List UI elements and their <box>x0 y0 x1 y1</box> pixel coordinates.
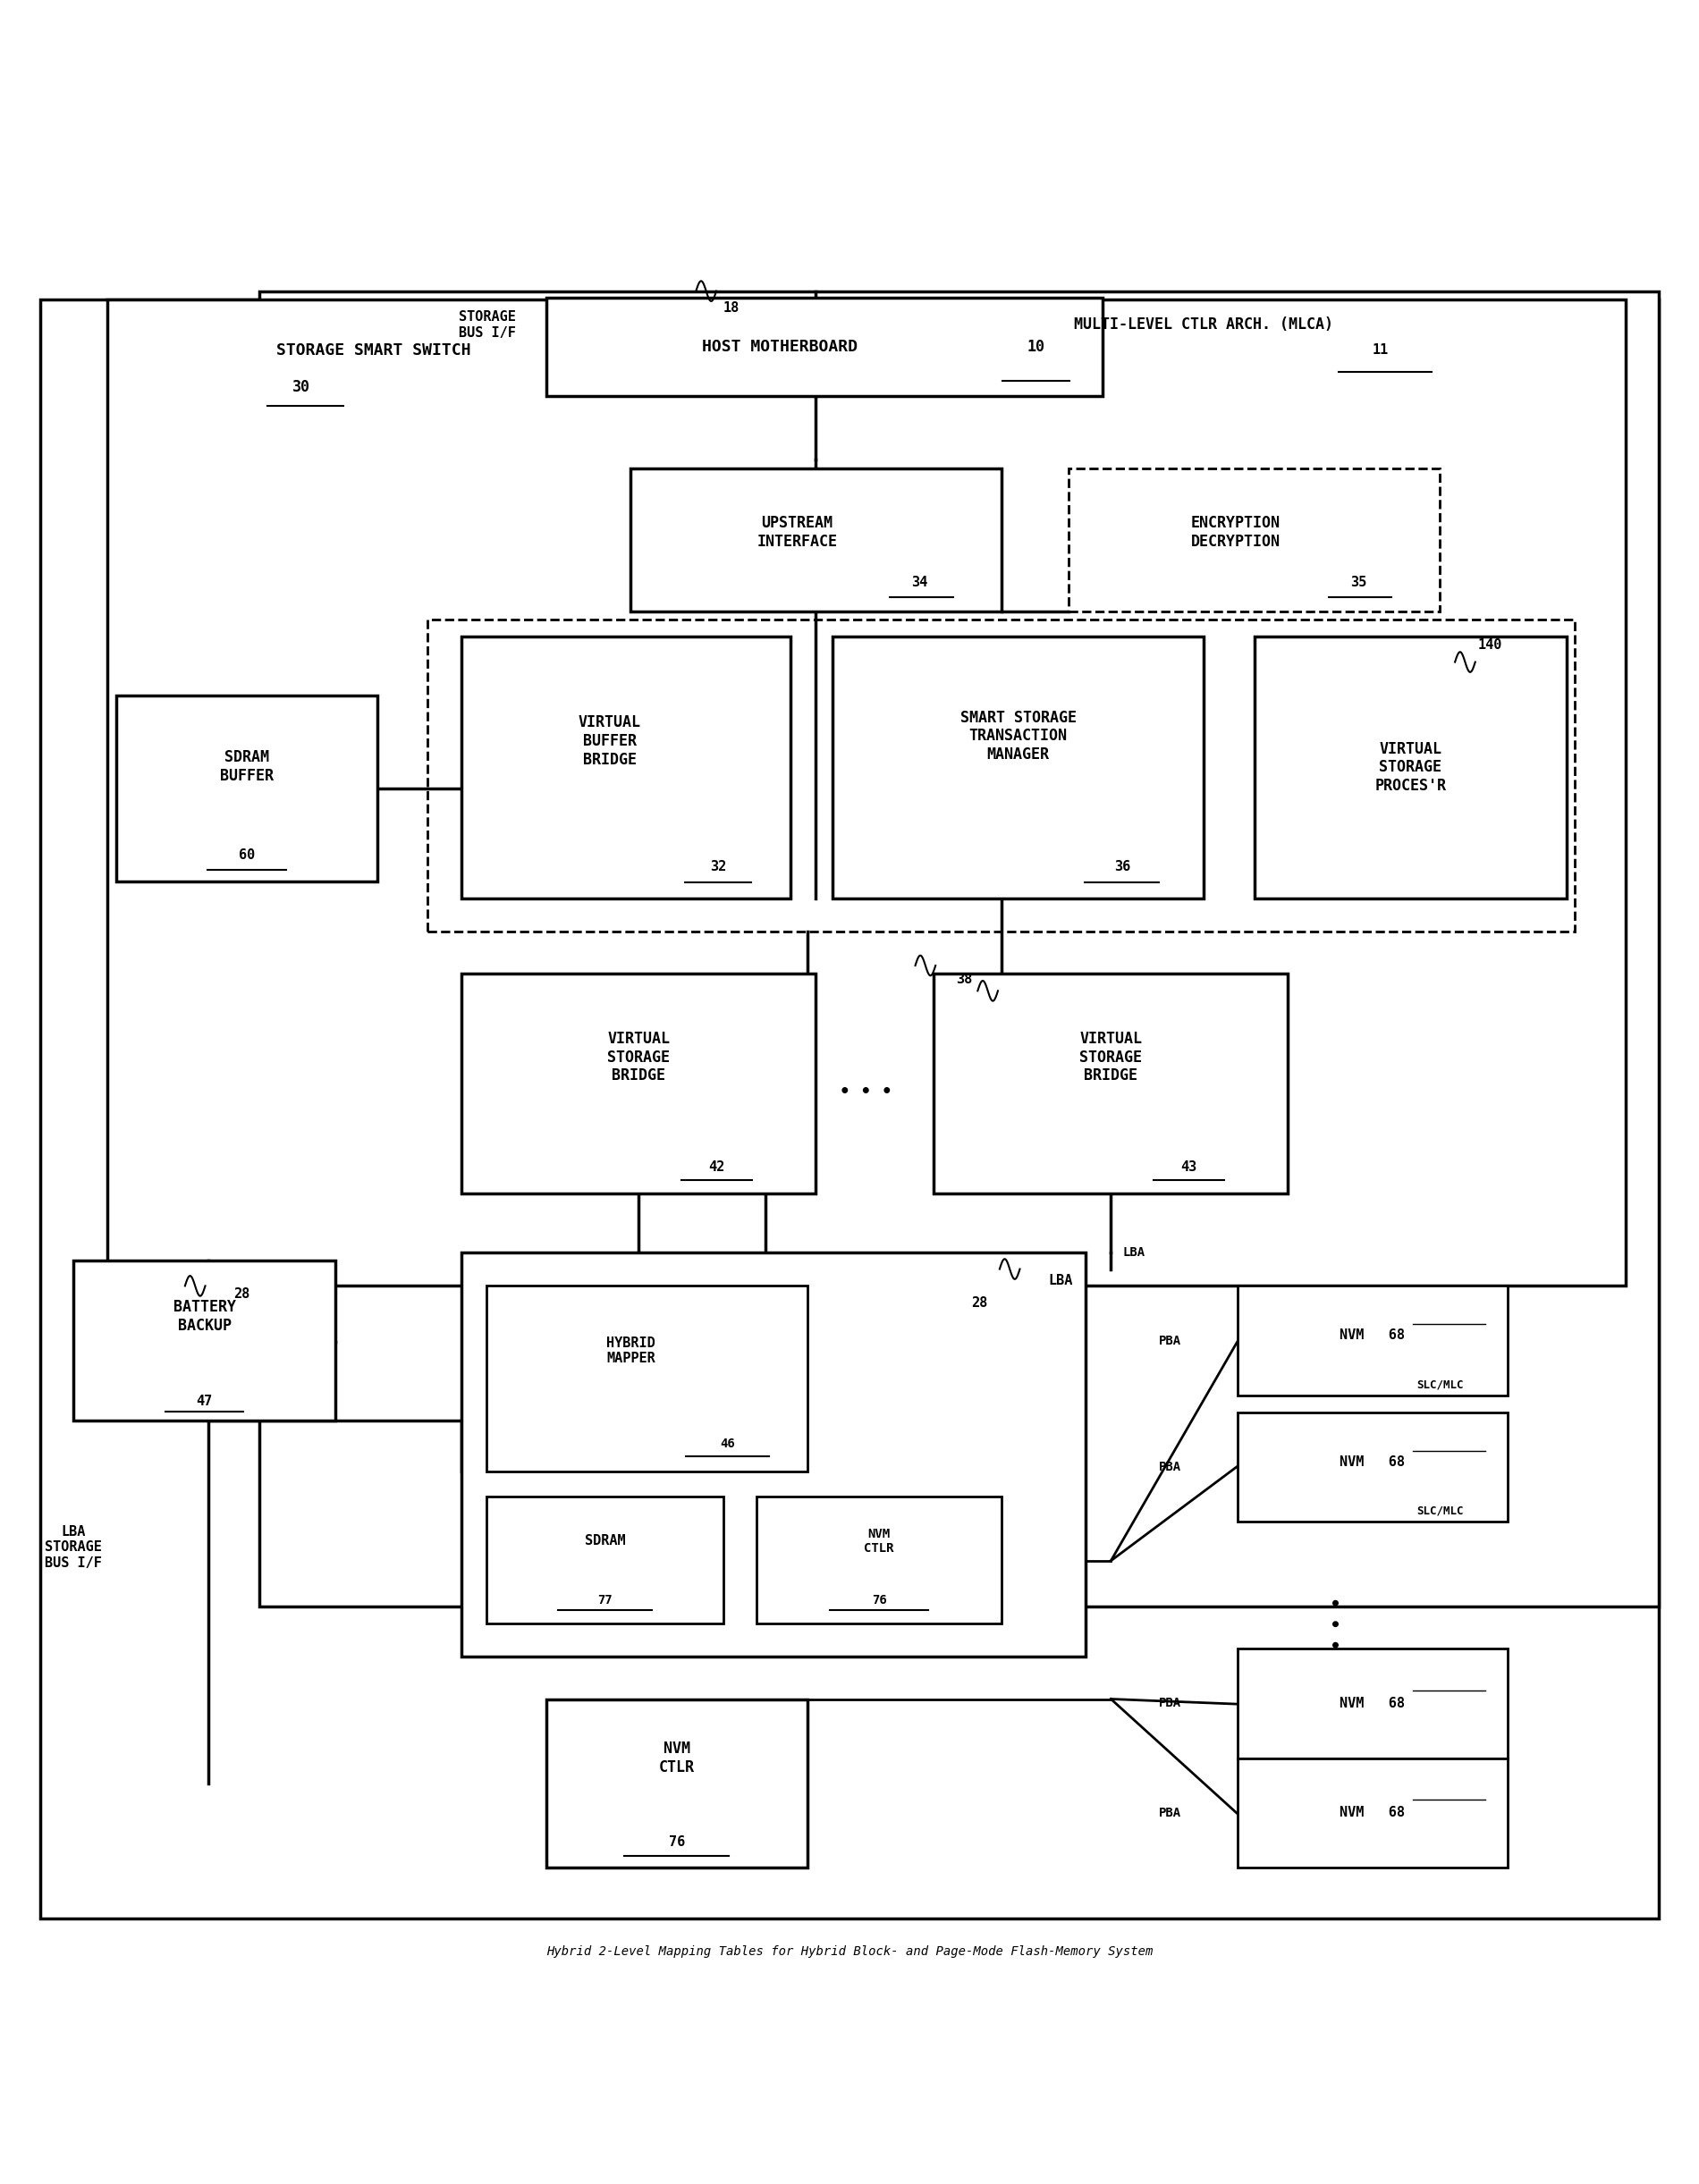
Text: 28: 28 <box>234 1289 250 1302</box>
FancyBboxPatch shape <box>462 1251 1086 1658</box>
Text: SDRAM: SDRAM <box>584 1533 625 1548</box>
Text: UPSTREAM
INTERFACE: UPSTREAM INTERFACE <box>758 515 838 550</box>
Text: MULTI-LEVEL CTLR ARCH. (MLCA): MULTI-LEVEL CTLR ARCH. (MLCA) <box>1074 317 1334 332</box>
Text: 47: 47 <box>195 1396 212 1409</box>
Text: SDRAM
BUFFER: SDRAM BUFFER <box>219 749 274 784</box>
Text: NVM
CTLR: NVM CTLR <box>659 1741 695 1776</box>
FancyBboxPatch shape <box>1237 1758 1507 1867</box>
FancyBboxPatch shape <box>116 697 377 880</box>
FancyBboxPatch shape <box>545 297 1103 395</box>
Text: NVM   68: NVM 68 <box>1341 1806 1405 1819</box>
Text: 76: 76 <box>668 1835 685 1850</box>
FancyBboxPatch shape <box>630 467 1001 612</box>
FancyBboxPatch shape <box>545 1699 807 1867</box>
FancyBboxPatch shape <box>756 1496 1001 1623</box>
Text: 60: 60 <box>238 850 255 863</box>
FancyBboxPatch shape <box>488 1286 807 1472</box>
FancyBboxPatch shape <box>1237 1413 1507 1522</box>
Text: 35: 35 <box>1351 577 1366 590</box>
FancyBboxPatch shape <box>41 299 1658 1918</box>
Text: VIRTUAL
STORAGE
BRIDGE: VIRTUAL STORAGE BRIDGE <box>607 1031 669 1083</box>
FancyBboxPatch shape <box>462 638 790 898</box>
Text: HOST MOTHERBOARD: HOST MOTHERBOARD <box>702 339 858 354</box>
Text: 30: 30 <box>292 380 311 395</box>
Text: VIRTUAL
STORAGE
BRIDGE: VIRTUAL STORAGE BRIDGE <box>1079 1031 1142 1083</box>
Text: STORAGE
BUS I/F: STORAGE BUS I/F <box>459 310 515 339</box>
Text: SLC/MLC: SLC/MLC <box>1417 1378 1463 1391</box>
FancyBboxPatch shape <box>73 1260 335 1422</box>
FancyBboxPatch shape <box>1237 1649 1507 1758</box>
Text: PBA: PBA <box>1159 1806 1181 1819</box>
Text: LBA: LBA <box>1123 1245 1145 1258</box>
FancyBboxPatch shape <box>1237 1286 1507 1396</box>
Text: 10: 10 <box>1026 339 1045 354</box>
Text: PBA: PBA <box>1159 1334 1181 1348</box>
Text: 46: 46 <box>720 1437 734 1450</box>
Text: NVM   68: NVM 68 <box>1341 1328 1405 1341</box>
Text: PBA: PBA <box>1159 1461 1181 1474</box>
FancyBboxPatch shape <box>107 299 1626 1286</box>
FancyBboxPatch shape <box>1254 638 1566 898</box>
Text: STORAGE SMART SWITCH: STORAGE SMART SWITCH <box>275 343 471 358</box>
Text: SMART STORAGE
TRANSACTION
MANAGER: SMART STORAGE TRANSACTION MANAGER <box>960 710 1075 762</box>
Text: Hybrid 2-Level Mapping Tables for Hybrid Block- and Page-Mode Flash-Memory Syste: Hybrid 2-Level Mapping Tables for Hybrid… <box>545 1946 1154 1959</box>
FancyBboxPatch shape <box>260 290 1658 1605</box>
Text: 18: 18 <box>724 301 739 314</box>
Text: 77: 77 <box>598 1594 612 1607</box>
Text: NVM   68: NVM 68 <box>1341 1697 1405 1710</box>
Text: 43: 43 <box>1181 1160 1198 1173</box>
Text: PBA: PBA <box>1159 1697 1181 1710</box>
Text: NVM
CTLR: NVM CTLR <box>865 1527 894 1555</box>
Text: 38: 38 <box>957 972 972 985</box>
Text: 76: 76 <box>872 1594 887 1607</box>
Text: 140: 140 <box>1478 638 1502 651</box>
Text: 36: 36 <box>1115 860 1130 874</box>
Text: • • •: • • • <box>1330 1597 1347 1649</box>
FancyBboxPatch shape <box>488 1496 724 1623</box>
Text: LBA
STORAGE
BUS I/F: LBA STORAGE BUS I/F <box>46 1524 102 1570</box>
Text: 34: 34 <box>911 577 928 590</box>
Text: BATTERY
BACKUP: BATTERY BACKUP <box>173 1299 236 1334</box>
Text: • • •: • • • <box>839 1083 892 1101</box>
Text: 11: 11 <box>1373 343 1390 356</box>
FancyBboxPatch shape <box>462 974 816 1192</box>
Text: 28: 28 <box>970 1295 987 1310</box>
Text: 42: 42 <box>708 1160 725 1173</box>
Text: SLC/MLC: SLC/MLC <box>1417 1505 1463 1518</box>
FancyBboxPatch shape <box>1069 467 1439 612</box>
Text: VIRTUAL
BUFFER
BRIDGE: VIRTUAL BUFFER BRIDGE <box>578 714 641 769</box>
Text: VIRTUAL
STORAGE
PROCES'R: VIRTUAL STORAGE PROCES'R <box>1374 740 1446 795</box>
FancyBboxPatch shape <box>833 638 1203 898</box>
Text: 32: 32 <box>710 860 725 874</box>
Text: HYBRID
MAPPER: HYBRID MAPPER <box>607 1337 656 1365</box>
Text: ENCRYPTION
DECRYPTION: ENCRYPTION DECRYPTION <box>1191 515 1281 550</box>
FancyBboxPatch shape <box>934 974 1288 1192</box>
Text: NVM   68: NVM 68 <box>1341 1455 1405 1468</box>
Text: LBA: LBA <box>1048 1273 1074 1289</box>
